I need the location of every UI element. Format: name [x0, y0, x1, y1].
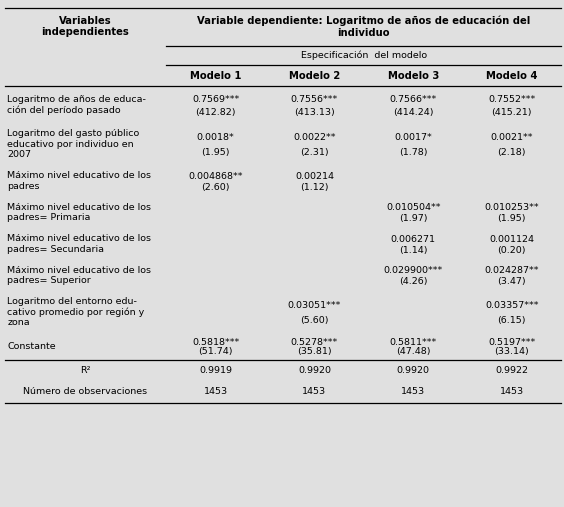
Text: (415.21): (415.21) — [492, 107, 532, 117]
Text: (0.20): (0.20) — [497, 246, 526, 255]
Text: 0.5811***: 0.5811*** — [390, 338, 437, 347]
Text: 0.5818***: 0.5818*** — [192, 338, 239, 347]
Text: (5.60): (5.60) — [300, 316, 329, 325]
Text: Máximo nivel educativo de los
padres= Primaria: Máximo nivel educativo de los padres= Pr… — [7, 203, 151, 222]
Text: 0.5197***: 0.5197*** — [488, 338, 535, 347]
Text: Modelo 2: Modelo 2 — [289, 70, 340, 81]
Text: (412.82): (412.82) — [196, 107, 236, 117]
Text: 0.006271: 0.006271 — [391, 235, 435, 244]
Text: (413.13): (413.13) — [294, 107, 335, 117]
Text: (2.60): (2.60) — [201, 183, 230, 192]
Text: 0.9920: 0.9920 — [298, 366, 331, 375]
Text: (51.74): (51.74) — [199, 347, 233, 356]
Text: (2.18): (2.18) — [497, 148, 526, 157]
Text: (6.15): (6.15) — [497, 316, 526, 325]
Text: Modelo 1: Modelo 1 — [190, 70, 241, 81]
Text: Máximo nivel educativo de los
padres= Secundaria: Máximo nivel educativo de los padres= Se… — [7, 234, 151, 254]
Text: 0.024287**: 0.024287** — [484, 266, 539, 275]
Text: (35.81): (35.81) — [297, 347, 332, 356]
Text: (33.14): (33.14) — [495, 347, 529, 356]
Text: 0.010253**: 0.010253** — [484, 203, 539, 212]
Text: (47.48): (47.48) — [396, 347, 430, 356]
Text: 0.7552***: 0.7552*** — [488, 95, 535, 103]
Text: 1453: 1453 — [500, 387, 524, 396]
Text: (2.31): (2.31) — [300, 148, 329, 157]
Text: Variable dependiente: Logaritmo de años de educación del
individuo: Variable dependiente: Logaritmo de años … — [197, 16, 530, 38]
Text: (3.47): (3.47) — [497, 277, 526, 286]
Text: 0.0021**: 0.0021** — [491, 133, 533, 142]
Text: (1.95): (1.95) — [201, 148, 230, 157]
Text: 0.7556***: 0.7556*** — [291, 95, 338, 103]
Text: 0.0022**: 0.0022** — [293, 133, 336, 142]
Text: Logaritmo del gasto público
educativo por individuo en
2007: Logaritmo del gasto público educativo po… — [7, 129, 139, 159]
Text: 0.0017*: 0.0017* — [394, 133, 432, 142]
Text: Número de observaciones: Número de observaciones — [23, 387, 148, 396]
Text: Variables
independientes: Variables independientes — [42, 16, 129, 38]
Text: Modelo 4: Modelo 4 — [486, 70, 537, 81]
Text: Máximo nivel educativo de los
padres= Superior: Máximo nivel educativo de los padres= Su… — [7, 266, 151, 285]
Text: Logaritmo del entorno edu-
cativo promedio por región y
zona: Logaritmo del entorno edu- cativo promed… — [7, 297, 144, 327]
Text: 0.029900***: 0.029900*** — [384, 266, 443, 275]
Text: 1453: 1453 — [401, 387, 425, 396]
Text: (4.26): (4.26) — [399, 277, 428, 286]
Text: (1.97): (1.97) — [399, 214, 428, 223]
Text: Logaritmo de años de educa-
ción del período pasado: Logaritmo de años de educa- ción del per… — [7, 95, 146, 115]
Text: 0.03051***: 0.03051*** — [288, 301, 341, 310]
Text: 1453: 1453 — [302, 387, 327, 396]
Text: 0.010504**: 0.010504** — [386, 203, 440, 212]
Text: R²: R² — [80, 366, 91, 375]
Text: 0.9922: 0.9922 — [495, 366, 528, 375]
Text: 0.7569***: 0.7569*** — [192, 95, 239, 103]
Text: 0.00214: 0.00214 — [295, 172, 334, 181]
Text: Constante: Constante — [7, 342, 56, 351]
Text: 0.9920: 0.9920 — [396, 366, 430, 375]
Text: (1.12): (1.12) — [300, 183, 329, 192]
Text: (1.95): (1.95) — [497, 214, 526, 223]
Text: Máximo nivel educativo de los
padres: Máximo nivel educativo de los padres — [7, 171, 151, 191]
Text: 0.7566***: 0.7566*** — [390, 95, 437, 103]
Text: Modelo 3: Modelo 3 — [387, 70, 439, 81]
Text: 1453: 1453 — [204, 387, 228, 396]
Text: (1.14): (1.14) — [399, 246, 428, 255]
Text: 0.004868**: 0.004868** — [188, 172, 243, 181]
Text: Especificación  del modelo: Especificación del modelo — [301, 51, 427, 60]
Text: 0.5278***: 0.5278*** — [291, 338, 338, 347]
Text: (1.78): (1.78) — [399, 148, 428, 157]
Text: 0.03357***: 0.03357*** — [485, 301, 539, 310]
Text: 0.9919: 0.9919 — [199, 366, 232, 375]
Text: 0.001124: 0.001124 — [490, 235, 534, 244]
Text: (414.24): (414.24) — [393, 107, 433, 117]
Text: 0.0018*: 0.0018* — [197, 133, 235, 142]
